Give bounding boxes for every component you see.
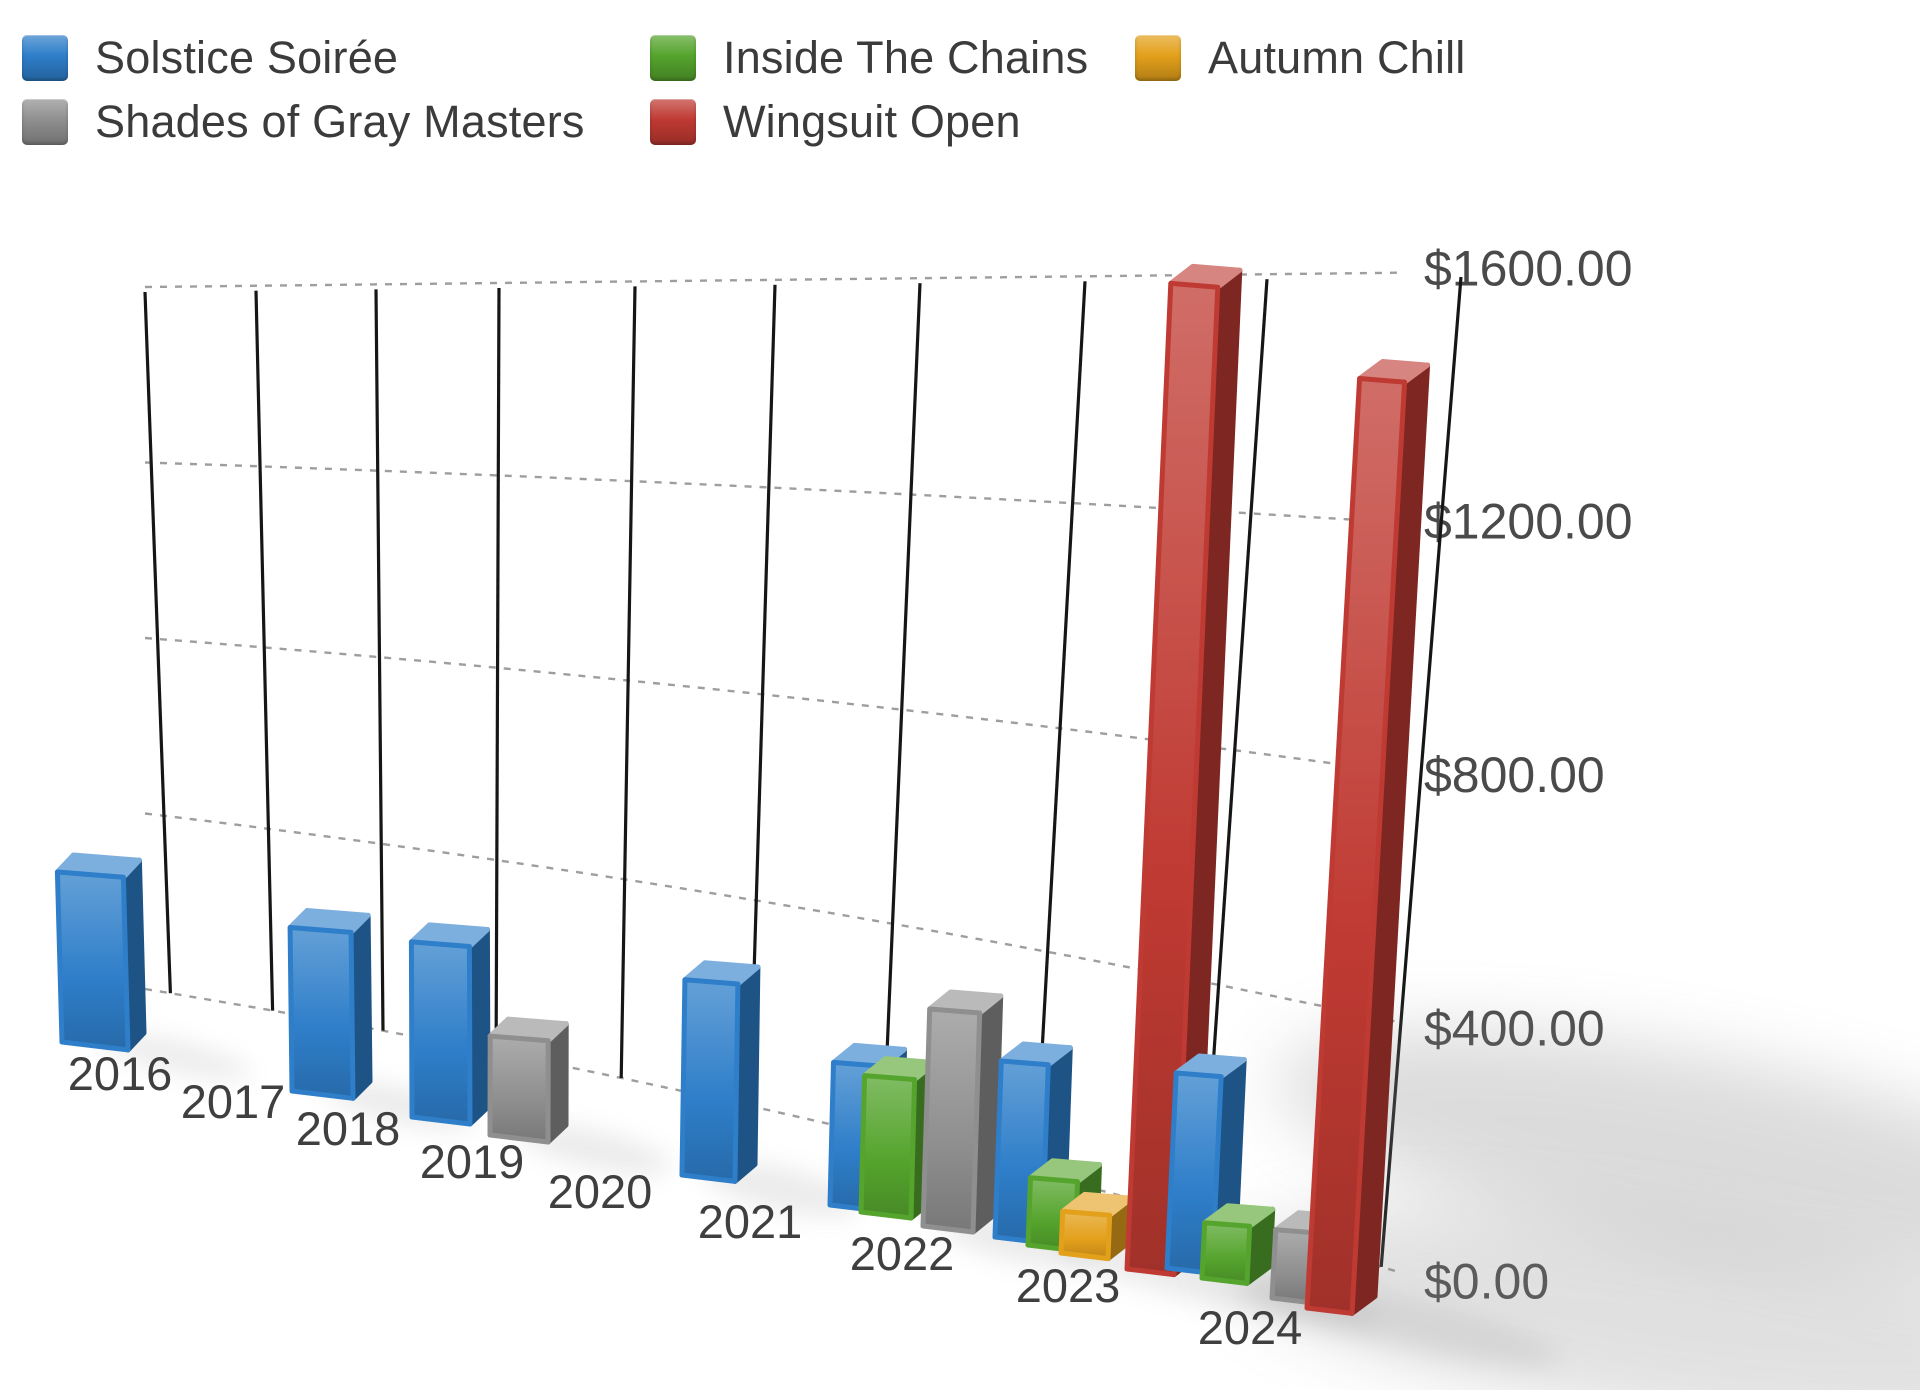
wall-line-2 xyxy=(374,289,385,1031)
year-label-2018: 2018 xyxy=(296,1102,401,1155)
bar-2019-solstice-soiree[interactable] xyxy=(408,922,491,1127)
bar-2016-solstice-soiree[interactable] xyxy=(54,852,147,1053)
wall-line-3 xyxy=(494,287,501,1053)
axis-label-1200: $1200.00 xyxy=(1424,494,1633,550)
year-label-2017: 2017 xyxy=(181,1075,286,1128)
shadow xyxy=(1234,1208,1920,1390)
legend-item-wingsuit-open[interactable]: Wingsuit Open xyxy=(650,96,1135,147)
bar-front-face xyxy=(679,977,741,1184)
year-label-2024: 2024 xyxy=(1198,1301,1303,1354)
legend-swatch-autumn-chill-icon xyxy=(1135,35,1181,81)
bar-front-face xyxy=(487,1033,551,1145)
bar-2023-autumn-chill[interactable] xyxy=(1058,1191,1135,1262)
year-label-2021: 2021 xyxy=(698,1195,803,1248)
legend-item-autumn-chill[interactable]: Autumn Chill xyxy=(1135,32,1466,83)
bar-2024-inside-the-chains[interactable] xyxy=(1199,1203,1276,1286)
legend-item-solstice-soiree[interactable]: Solstice Soirée xyxy=(22,32,650,83)
bar-2022-shades-of-gray-masters[interactable] xyxy=(920,989,1004,1235)
year-label-2016: 2016 xyxy=(68,1047,173,1100)
wall-line-4 xyxy=(619,286,637,1079)
wall-line-1 xyxy=(254,290,275,1011)
legend-item-inside-the-chains[interactable]: Inside The Chains xyxy=(650,32,1135,83)
bar-2021-solstice-soiree[interactable] xyxy=(679,960,761,1184)
bar-front-face xyxy=(1304,376,1408,1316)
bar-front-face xyxy=(920,1006,983,1235)
wall-line-0 xyxy=(143,291,172,994)
year-label-2023: 2023 xyxy=(1016,1259,1121,1312)
wall-line-6 xyxy=(881,283,922,1137)
bar-2019-shades-of-gray-masters[interactable] xyxy=(487,1016,569,1145)
bar-front-face xyxy=(408,939,473,1127)
legend-swatch-solstice-soiree-icon xyxy=(22,35,68,81)
bar-front-face xyxy=(1124,280,1221,1278)
year-label-2020: 2020 xyxy=(548,1165,653,1218)
legend-item-label: Shades of Gray Masters xyxy=(95,96,585,147)
year-label-2019: 2019 xyxy=(420,1135,525,1188)
axis-label-800: $800.00 xyxy=(1424,747,1605,803)
legend-item-label: Solstice Soirée xyxy=(95,32,399,83)
bar-2018-solstice-soiree[interactable] xyxy=(287,908,373,1101)
legend-swatch-wingsuit-open-icon xyxy=(650,99,696,145)
bars xyxy=(54,263,1431,1316)
bar-front-face xyxy=(1199,1220,1253,1286)
gridline-400 xyxy=(144,812,1400,1024)
bar-front-face xyxy=(54,869,131,1053)
legend-item-label: Inside The Chains xyxy=(723,32,1089,83)
bar-front-face xyxy=(1058,1208,1113,1262)
legend: Solstice Soirée Inside The Chains Autumn… xyxy=(22,32,1466,147)
legend-item-label: Autumn Chill xyxy=(1208,32,1466,83)
legend-swatch-inside-the-chains-icon xyxy=(650,35,696,81)
bar-2024-wingsuit-open[interactable] xyxy=(1304,359,1431,1316)
legend-item-shades-of-gray-masters[interactable]: Shades of Gray Masters xyxy=(22,96,650,147)
legend-swatch-shades-of-gray-masters-icon xyxy=(22,99,68,145)
legend-item-label: Wingsuit Open xyxy=(723,96,1021,147)
wall-line-7 xyxy=(1033,281,1087,1174)
shadow xyxy=(1276,1029,1920,1281)
axis-label-1600: $1600.00 xyxy=(1424,240,1633,296)
year-label-2022: 2022 xyxy=(850,1227,955,1280)
bar-front-face xyxy=(287,925,356,1101)
bar-front-face xyxy=(858,1073,918,1221)
